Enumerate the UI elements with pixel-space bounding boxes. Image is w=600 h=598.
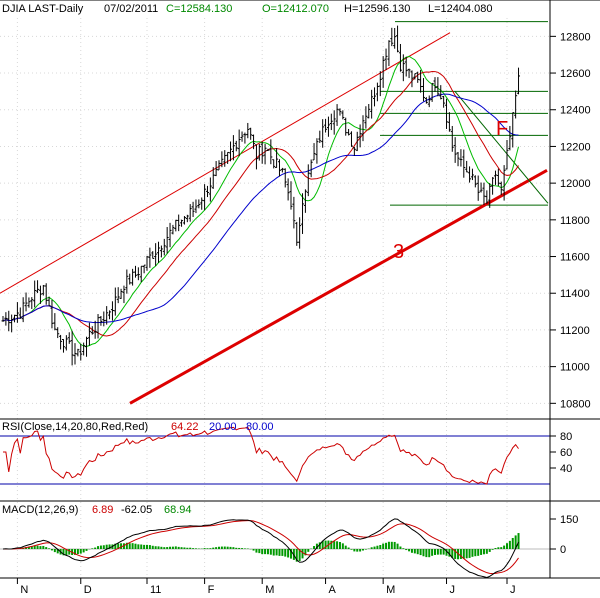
time-tick-label: F [208,584,215,596]
macd-line [2,518,519,578]
rsi-header-title: RSI(Close,14,20,80,Red,Red) [2,421,148,433]
grid-layer [0,18,556,584]
price-tick-label: 11600 [560,252,590,264]
price-tick-label: 11000 [560,362,590,374]
price-tick-label: 11400 [560,288,590,300]
price-layer [0,21,549,405]
price-tick-label: 12400 [560,105,591,117]
time-tick-label: J [510,584,516,596]
chart-header-open: O=12412.070 [262,3,329,15]
macd-header-signal: -62.05 [121,504,152,516]
annotation-f-label: F [496,118,508,140]
rsi-layer [0,426,556,485]
time-tick-label: N [20,584,28,596]
macd-layer [0,518,556,578]
macd-header-title: MACD(12,26,9) [2,504,78,516]
time-tick-label: A [329,584,337,596]
rsi-header-lower: 20.00 [209,421,237,433]
chart-header-close: C=12584.130 [166,3,232,15]
rsi-header-upper: 80.00 [246,421,274,433]
chart-header-date: 07/02/2011 [104,3,158,15]
rsi-tick-label: 40 [560,463,572,475]
macd-tick-label: 0 [560,544,566,556]
price-tick-label: 11200 [560,325,590,337]
time-tick-label: D [84,584,92,596]
time-tick-label: M [386,584,395,596]
macd-tick-label: 150 [560,514,578,526]
rsi-header-value: 64.22 [171,421,199,433]
price-tick-label: 11800 [560,215,590,227]
macd-signal-line [2,520,519,575]
time-tick-label: J [450,584,456,596]
time-tick-label: 11 [150,584,161,596]
wave-3-trendline [129,168,548,405]
falling-wedge-line [454,91,549,204]
rsi-line [3,426,519,485]
macd-header-macd: 6.89 [92,504,113,516]
chart-header-high: H=12596.130 [344,3,410,15]
price-tick-label: 12200 [560,141,591,153]
price-tick-label: 12800 [560,31,591,43]
ma-long-line [2,93,519,324]
price-tick-label: 12600 [560,68,591,80]
price-tick-label: 12000 [560,178,591,190]
axis-labels: 1280012600124001220012000118001160011400… [20,31,590,596]
time-tick-label: M [265,584,274,596]
chart-header-low: L=12404.080 [428,3,493,15]
macd-header-hist: 68.94 [164,504,192,516]
rsi-tick-label: 60 [560,447,572,459]
ma-mid-line [2,71,519,337]
annotation-wave-3-label: 3 [393,241,404,263]
chart-header-symbol: DJIA LAST-Daily [2,3,84,15]
price-tick-label: 10800 [560,398,591,410]
rsi-tick-label: 80 [560,431,572,443]
